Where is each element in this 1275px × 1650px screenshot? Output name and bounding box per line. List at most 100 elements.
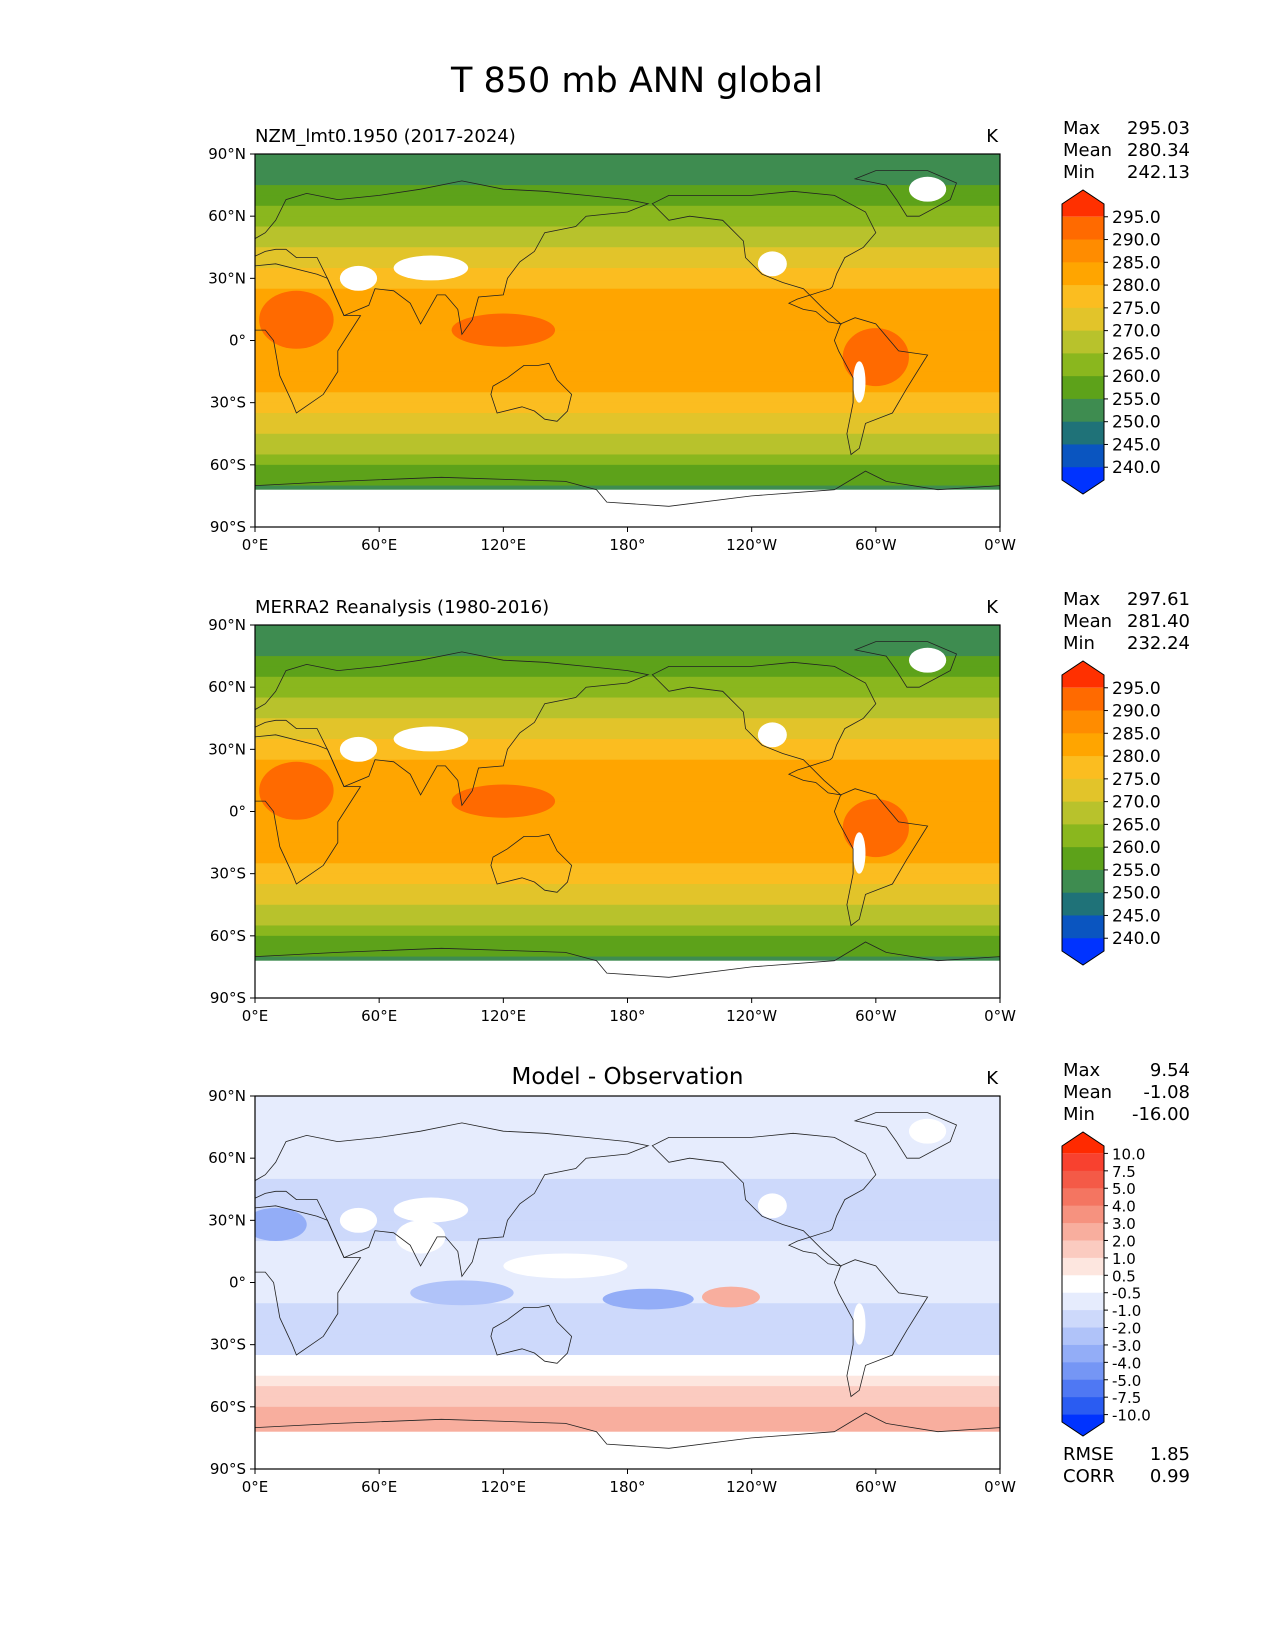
contour-band [255,656,1000,668]
panel-title: MERRA2 Reanalysis (1980-2016) [255,597,549,618]
x-tick-label: 120°E [481,536,527,554]
contour-band [255,247,1000,259]
y-tick-label: 60°S [210,456,246,474]
x-tick-label: 0°W [984,1478,1016,1496]
colorbar-level-label: 245.0 [1112,906,1161,926]
rmse-label: RMSE [1063,1444,1114,1465]
stat-mean-label: Mean [1063,140,1112,161]
colorbar-segment [1062,1362,1104,1381]
masked-highland [908,647,947,673]
colorbar: 10.07.55.04.03.02.01.00.5-0.5-1.0-2.0-3.… [1061,1131,1151,1437]
units-label: K [986,1068,999,1089]
contour-band [255,832,1000,844]
x-tick-label: 60°W [855,1007,897,1025]
stat-max-label: Max [1063,1060,1101,1081]
masked-highland [853,1303,866,1345]
stat-max-value: 295.03 [1127,118,1190,139]
contour-band [255,226,1000,238]
y-tick-label: 60°N [208,678,246,696]
colorbar-segment [1062,421,1104,445]
panel-title: NZM_lmt0.1950 (2017-2024) [255,126,516,147]
stat-max-value: 297.61 [1127,589,1190,610]
units-label: K [986,597,999,618]
colorbar-segment [1062,847,1104,871]
coastline [490,833,573,893]
colorbar-segment [1062,756,1104,780]
coastline [651,661,877,796]
colorbar-segment [1062,1397,1104,1416]
contour-band [255,738,1000,750]
x-tick-label: 60°E [361,1007,397,1025]
x-tick-label: 0°E [242,1478,269,1496]
contour-band [255,340,1000,352]
masked-highland [853,361,866,403]
colorbar-segment [1062,1170,1104,1189]
model-panel: NZM_lmt0.1950 (2017-2024) K 0°E 60°E 120°E 18… [208,118,1190,554]
contour-band [255,946,1000,958]
coastline [833,788,929,927]
contour-band [255,759,1000,771]
colorbar-segment [1062,1327,1104,1346]
contour-band [255,676,1000,688]
stat-max-value: 9.54 [1150,1060,1190,1081]
y-tick-label: 30°N [208,740,246,758]
colorbar-segment [1062,892,1104,916]
contour-band [255,236,1000,248]
colorbar-level-label: -3.0 [1112,1337,1141,1355]
obs-panel: MERRA2 Reanalysis (1980-2016) K 0°E 60°E 120… [208,589,1190,1025]
contour-band [255,770,1000,782]
x-tick-label: 0°E [242,1007,269,1025]
x-tick-label: 120°W [726,1007,777,1025]
x-tick-label: 120°E [481,1007,527,1025]
coastline [651,190,877,325]
coastline [853,170,958,217]
y-tick-label: 90°N [208,145,246,163]
contour-band [255,433,1000,445]
contour-band [255,915,1000,927]
coastline [255,941,1000,998]
contour-band [255,1116,1000,1128]
colorbar-level-label: -10.0 [1112,1407,1151,1425]
contour-band [255,164,1000,176]
y-tick-label: 30°S [210,1336,246,1354]
masked-antarctica [255,1431,1000,1469]
contour-band [255,904,1000,916]
y-tick-label: 90°S [210,518,246,536]
contour-band [255,707,1000,719]
colorbar-segment [1062,262,1104,286]
colorbar-segment [1062,216,1104,241]
contour-band [255,154,1000,165]
contour-band [255,454,1000,466]
contour-band [255,1344,1000,1356]
contour-band [255,749,1000,761]
contour-band [255,1386,1000,1398]
contour-band [255,195,1000,207]
contour-band [255,205,1000,217]
colorbar-segment [1062,398,1104,423]
colorbar-level-label: -1.0 [1112,1302,1141,1320]
colorbar-extend-max [1062,661,1104,688]
masked-highland [339,265,378,291]
colorbar-segment [1062,1275,1104,1294]
panel-title: Model - Observation [511,1064,743,1090]
colorbar-segment [1062,869,1104,894]
colorbar-level-label: 265.0 [1112,815,1161,835]
colorbar-level-label: 270.0 [1112,793,1161,813]
colorbar-level-label: 10.0 [1112,1145,1145,1163]
contour-band [255,842,1000,854]
contour-band [255,1127,1000,1139]
contour-band [255,371,1000,383]
colorbar-level-label: 2.0 [1112,1232,1136,1250]
y-tick-label: 30°N [208,269,246,287]
contour-band [255,1158,1000,1170]
y-tick-label: 30°S [210,865,246,883]
x-tick-label: 180° [609,536,645,554]
contour-band [255,1365,1000,1377]
colorbar-segment [1062,687,1104,712]
contour-band [255,873,1000,885]
contour-band [255,1106,1000,1118]
contour-band [255,1272,1000,1284]
colorbar-level-label: 3.0 [1112,1215,1136,1233]
rmse-value: 1.85 [1150,1444,1190,1465]
x-tick-label: 120°E [481,1478,527,1496]
